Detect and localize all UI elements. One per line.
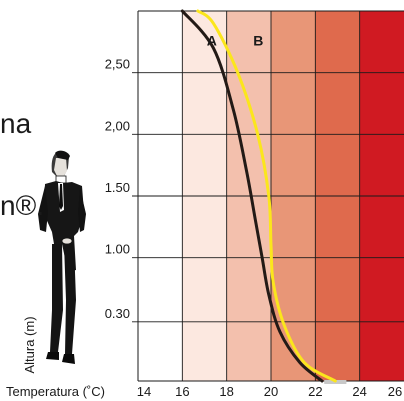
y-tick-label-1: 1.00 [105, 242, 130, 257]
series-label-b: B [253, 33, 263, 49]
x-tick-label-16: 16 [175, 384, 189, 399]
series-line-b [196, 9, 337, 383]
y-tick-label-2: 1.50 [105, 180, 130, 195]
y-axis-title: Altura (m) [22, 316, 37, 373]
x-tick-label-18: 18 [219, 384, 233, 399]
grid-lines [132, 10, 404, 384]
x-tick-label-24: 24 [352, 384, 366, 399]
series-label-a: A [207, 33, 217, 49]
y-tick-label-4: 2,50 [105, 57, 130, 72]
x-axis-title: Temperatura (˚C) [6, 384, 105, 399]
tick-labels: 14 16 18 20 22 24 26 Temperatura (˚C) 0.30 1.00 1.… [6, 57, 402, 399]
y-tick-label-0: 0.30 [105, 306, 130, 321]
x-tick-label-14: 14 [137, 384, 151, 399]
truncated-text-registered: n®. [0, 190, 44, 221]
series-line-a [180, 9, 324, 383]
x-tick-label-26: 26 [388, 384, 402, 399]
businessman-illustration [38, 150, 86, 364]
truncated-text-na: na [0, 108, 32, 139]
x-tick-label-22: 22 [308, 384, 322, 399]
x-tick-label-20: 20 [264, 384, 278, 399]
y-tick-label-3: 2,00 [105, 118, 130, 133]
